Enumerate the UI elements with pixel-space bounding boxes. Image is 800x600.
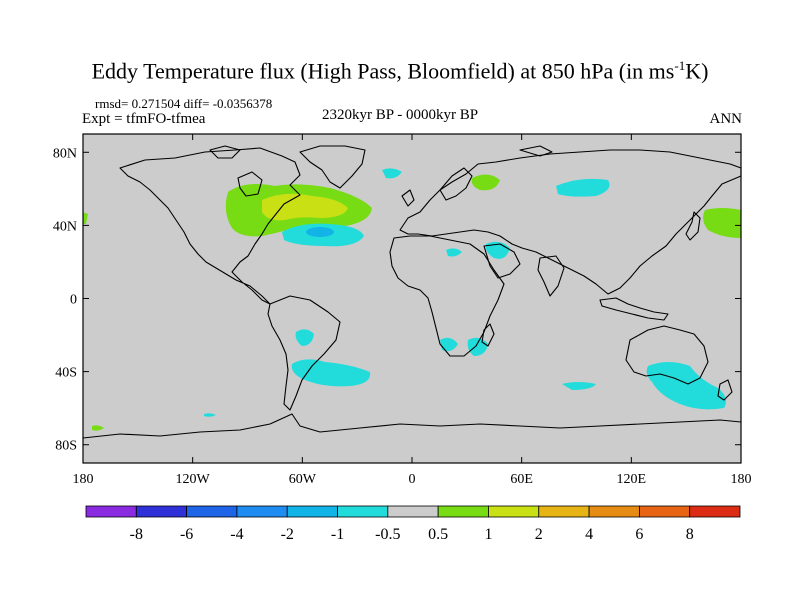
y-tick-label: 80S [55,439,77,454]
positive-anomaly-north-pacific [703,208,741,238]
colorbar-swatch [387,505,439,518]
x-tick-label: 180 [731,472,752,487]
map-background [83,134,741,463]
colorbar-label: -0.5 [375,526,400,543]
y-tick-label: 40S [55,366,77,381]
colorbar-swatch [286,505,338,518]
coastline-new-zealand [717,379,733,401]
coastline-north-america [119,147,301,305]
colorbar-label: -2 [281,526,294,543]
x-tick-label: 120W [176,472,211,487]
colorbar-swatch [538,505,590,518]
season-label: ANN [709,111,743,127]
coastline-south-america [267,295,341,411]
colorbar-swatch [488,505,540,518]
colorbar-label: 8 [686,526,694,543]
coastline-japan [685,211,701,241]
coastline-antarctica [82,413,742,439]
coastline-greenland [299,145,366,189]
negative-anomaly-arctic [382,168,402,179]
colorbar: -8 -6 -4 -2 -1 -0.5 0.5 1 2 4 6 8 [85,505,741,543]
x-tick-label: 180 [73,472,94,487]
colorbar-label: 2 [535,526,543,543]
negative-anomaly-southwest-pacific [92,425,104,431]
strong-positive-anomaly-atlantic [262,193,348,221]
colorbar-swatch [337,505,389,518]
coastline-eurasia [399,149,742,295]
colorbar-label: 6 [635,526,643,543]
colorbar-label: 0.5 [428,526,448,543]
statistics-text: rmsd= 0.271504 diff= -0.0356378 [95,96,273,111]
anomaly-shading [83,168,741,431]
negative-anomaly-indian-ocean [562,382,596,390]
x-tick-label: 0 [409,472,416,487]
negative-anomaly-sahara [446,248,462,257]
period-label: 2320kyr BP - 0000kyr BP [322,107,479,123]
x-tick-label: 120E [617,472,647,487]
colorbar-swatch [236,505,288,518]
x-tick-label: 60E [510,472,533,487]
coastline-india [537,255,565,297]
colorbar-swatch [588,505,640,518]
coastline-scandinavia [439,167,473,201]
map-title: Eddy Temperature flux (High Pass, Bloomf… [91,58,709,84]
colorbar-swatch [638,505,691,518]
positive-anomaly-dateline [83,212,88,224]
colorbar-label: -1 [331,526,344,543]
positive-anomaly-scandinavia [471,174,500,191]
axis-ticks: 180 120W 60W 0 60E 120E 180 80N 40N 0 40S 80S [53,134,752,487]
x-tick-label: 60W [289,472,317,487]
y-tick-label: 0 [70,293,77,308]
colorbar-label: -8 [130,526,143,543]
negative-anomaly-south-america [295,329,314,346]
experiment-label: Expt = tfmFO-tfmea [82,111,206,127]
negative-anomaly-southern-africa [440,337,458,352]
colorbar-label: 4 [585,526,593,543]
y-tick-label: 80N [53,146,77,161]
coastline-australia [625,325,709,385]
colorbar-label: 1 [484,526,492,543]
negative-anomaly-southern-ocean [204,413,216,417]
coastline-africa [389,235,505,357]
colorbar-label: -6 [180,526,193,543]
strong-negative-anomaly-atlantic [306,227,334,237]
coastlines [82,145,742,439]
coastline-hudson-bay [237,171,263,197]
negative-anomaly-australia [646,362,726,410]
coastline-indonesia [599,297,669,321]
coastline-madagascar [481,323,495,347]
y-tick-label: 40N [53,219,77,234]
colorbar-swatch [85,505,137,518]
colorbar-label: -4 [230,526,243,543]
negative-anomaly-central-asia [556,178,610,197]
coastline-arctic-islands [209,145,553,159]
coastline-arabia [483,243,521,279]
colorbar-swatch [437,505,489,518]
colorbar-swatch [689,505,741,518]
colorbar-swatch [186,505,238,518]
colorbar-swatch [135,505,188,518]
coastline-british-isles [401,189,415,207]
